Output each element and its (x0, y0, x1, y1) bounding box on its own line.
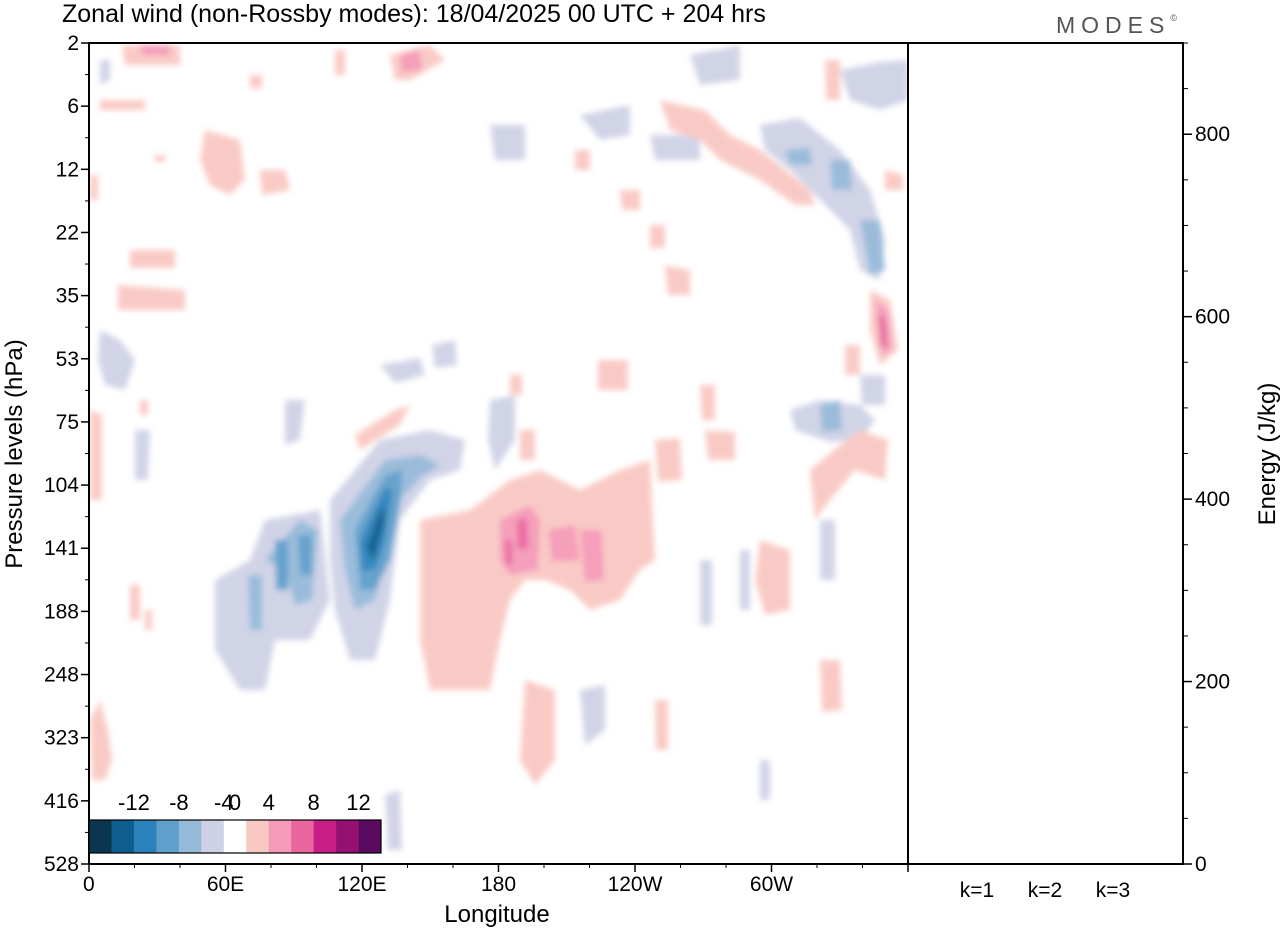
y-tick-label: 12 (56, 158, 79, 181)
x-tick-label: 180 (481, 873, 516, 896)
colorbar-tick-label: 12 (346, 790, 370, 815)
shaded-regions (90, 45, 908, 850)
y-tick-label: 141 (44, 537, 79, 560)
x-tick-label: 60W (750, 873, 793, 896)
colorbar-swatch (358, 820, 382, 853)
x-tick-label: 0 (83, 873, 95, 896)
colorbar-tick-label: -4 (214, 790, 234, 815)
energy-bar (1091, 863, 1135, 864)
colorbar-swatch (178, 820, 202, 853)
colorbar-swatch (336, 820, 359, 853)
y-tick-label: 104 (44, 474, 79, 497)
colorbar-frame (88, 819, 382, 854)
colorbar-tick-label: -12 (118, 790, 150, 815)
logo-mark: © (1170, 13, 1183, 23)
energy-axis: 0 200 400 600 800 (1183, 42, 1230, 876)
colorbar-swatch (156, 820, 180, 853)
energy-tick-label: 0 (1195, 853, 1207, 876)
y-tick-label: 53 (56, 348, 79, 371)
y-axis: 2 6 12 22 35 53 75 104 141 188 248 323 416 528 (44, 32, 89, 876)
y-tick-label: 35 (56, 285, 79, 308)
colorbar: -12 -8 -40 4 8 12 (88, 790, 382, 854)
colorbar-swatch (291, 820, 314, 853)
colorbar-swatch (133, 820, 157, 853)
x-tick-label: 120E (337, 873, 386, 896)
colorbar-tick-label: 4 (263, 790, 275, 815)
colorbar-swatch (223, 820, 247, 853)
energy-tick-label: 800 (1195, 123, 1230, 146)
x-tick-label: 60E (207, 873, 244, 896)
colorbar-swatch (313, 820, 337, 853)
energy-bars (955, 863, 1135, 864)
wavenumber-label: k=1 (960, 879, 994, 902)
energy-bar (1023, 863, 1067, 864)
y-tick-label: 248 (44, 664, 79, 687)
y-tick-label: 22 (56, 221, 79, 244)
colorbar-swatch (201, 820, 225, 853)
colorbar-swatch (111, 820, 135, 853)
x-axis: 0 60E 120E 180 120W 60W (83, 864, 909, 896)
colorbar-tick-label: -8 (169, 790, 189, 815)
x-axis-label: Longitude (444, 901, 549, 928)
x-tick-label: 120W (608, 873, 663, 896)
wavenumber-labels: k=1 k=2 k=3 (960, 879, 1130, 902)
energy-tick-label: 400 (1195, 488, 1230, 511)
wavenumber-label: k=3 (1096, 879, 1130, 902)
colorbar-tick-label: 8 (307, 790, 319, 815)
y-tick-label: 323 (44, 727, 79, 750)
y-tick-label: 2 (67, 32, 79, 55)
modes-logo: MODES© (1056, 12, 1183, 38)
energy-panel-frame (907, 42, 1184, 865)
colorbar-swatch (89, 820, 112, 853)
energy-axis-label: Energy (J/kg) (1254, 383, 1280, 526)
chart-title: Zonal wind (non-Rossby modes): 18/04/202… (62, 0, 766, 28)
y-tick-label: 188 (44, 600, 79, 623)
energy-tick-label: 600 (1195, 306, 1230, 329)
logo-text: MODES (1056, 12, 1170, 38)
y-tick-label: 416 (44, 790, 79, 813)
energy-tick-label: 200 (1195, 671, 1230, 694)
y-axis-label: Pressure levels (hPa) (1, 339, 28, 568)
colorbar-swatch (246, 820, 269, 853)
colorbar-tick-label: 0 (229, 790, 241, 815)
colorbar-swatch (268, 820, 292, 853)
wind-field (89, 43, 908, 864)
y-tick-label: 528 (44, 853, 79, 876)
y-tick-label: 75 (56, 411, 79, 434)
y-tick-label: 6 (67, 95, 79, 118)
energy-bar (955, 863, 999, 864)
wavenumber-label: k=2 (1028, 879, 1062, 902)
